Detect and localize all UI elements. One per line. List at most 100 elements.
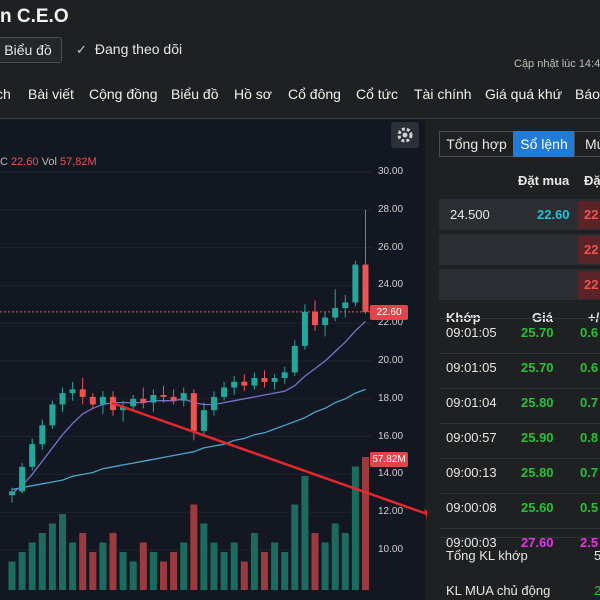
orderbook-row [439,269,600,300]
candle-body [99,396,106,405]
volume-bar [362,457,369,590]
nav-item-community[interactable]: Cộng đồng [89,86,158,102]
orderbook-row [439,199,600,230]
follow-button[interactable]: ✓ Đang theo dõi [76,41,182,58]
volume-bar [59,514,66,590]
volume-bar [38,533,46,590]
trade-change: 2.5 [580,535,599,550]
trades-header-price: Giá [532,310,553,325]
trade-change: 0.6 [580,325,599,340]
volume-bar [271,542,279,590]
volume-bar [28,542,36,590]
ma-long-line [11,388,366,491]
candle-body [211,396,217,411]
trade-row [439,458,600,489]
settings-gear-button[interactable] [391,122,419,148]
candle-body [9,491,15,496]
nav-item-financials[interactable]: Tài chính [414,86,472,102]
trade-row [439,423,600,454]
candle-body [170,396,177,401]
check-icon: ✓ [76,42,87,57]
trade-time: 09:00:08 [446,500,497,515]
axis-tick-label: 12.00 [378,506,404,518]
volume-bar [281,552,289,590]
axis-tick-label: 18.00 [378,392,404,404]
orderbook-ask-price: 22 [584,207,599,222]
candle-body [261,378,268,382]
volume-bar [170,552,178,590]
candle-body [140,398,147,403]
volume-bar [139,542,147,590]
ask-cell [578,201,600,229]
volume-bar [240,561,248,590]
nav-item-posts[interactable]: Bài viết [28,86,74,102]
last-volume-label: 57.82M [370,452,408,467]
volume-bar [341,533,349,590]
orderbook-volume: 24.500 [450,207,490,222]
summary-active-buy-value: 2 [594,583,600,598]
trades-header-time: Khớp [446,310,481,325]
legend-vol-value: 57,82M [59,156,97,168]
chart-legend: C 22.60 Vol 57,82M [0,156,97,168]
candle-body [79,389,86,397]
nav-item-dividends[interactable]: Cổ tức [356,86,399,102]
trade-time: 09:00:03 [446,535,497,550]
volume-bar [89,552,97,590]
nav-item-reports[interactable]: Báo [575,86,600,102]
summary-total-volume-value: 5 [594,548,600,563]
nav-item-price-history[interactable]: Giá quá khứ [485,86,563,102]
candle-body [231,381,238,388]
candle-body [39,425,46,445]
volume-bar [119,552,127,590]
candle-body [281,372,288,379]
candlestick-chart[interactable] [0,120,440,600]
candle-body [49,404,56,426]
orderbook-header-ask: Đặ [584,173,600,188]
legend-vol-label: Vol [41,156,57,168]
volume-bar [109,533,117,590]
volume-bar [180,542,188,590]
candle-body [301,311,308,346]
orderbook-ask-price: 22 [584,242,599,257]
candle-body [362,264,369,312]
volume-bar [190,504,198,590]
candle-body [332,308,339,318]
candle-body [150,395,157,403]
orderbook-header-bid: Đặt mua [518,173,570,188]
volume-bar [311,533,319,590]
candle-body [190,393,197,431]
nav-item-profile[interactable]: Hồ sơ [234,86,272,102]
tab-more[interactable]: Mú [574,131,600,157]
tab-order-book[interactable]: Sổ lệnh [513,131,575,157]
nav-item-0[interactable]: ch [0,86,11,102]
axis-tick-label: 26.00 [378,241,404,253]
tab-summary[interactable]: Tổng hợp [439,131,514,157]
nav-item-chart[interactable]: Biểu đồ [171,86,219,102]
volume-bar [48,523,56,590]
volume-bar [129,561,137,590]
nav-bar: ch Bài viết Cộng đồng Biểu đồ Hồ sơ Cổ đ… [0,74,600,119]
volume-bar [250,533,258,590]
volume-bar [8,561,16,590]
trade-change: 0.6 [580,360,599,375]
chart-button[interactable]: Biểu đồ [0,37,62,63]
axis-tick-label: 14.00 [378,468,404,480]
updated-timestamp: Cập nhật lúc 14:4 [514,58,600,70]
trade-row [439,388,600,419]
trade-change: 0.5 [580,500,599,515]
annotation-arrow-line [111,401,431,517]
follow-label: Đang theo dõi [94,41,183,57]
trade-change: 0.7 [580,465,599,480]
axis-tick-label: 24.00 [378,279,404,291]
volume-bar [79,533,87,590]
axis-tick-label: 28.00 [378,203,404,215]
candle-body [322,317,329,326]
volume-bar [351,466,359,590]
trade-time: 09:01:04 [446,395,497,410]
summary-total-volume-label: Tổng KL khớp [446,548,528,563]
candle-body [130,398,137,407]
trade-price: 25.80 [521,395,554,410]
axis-tick-label: 16.00 [378,430,404,442]
trade-time: 09:01:05 [446,360,497,375]
nav-item-shareholders[interactable]: Cổ đông [288,86,341,102]
